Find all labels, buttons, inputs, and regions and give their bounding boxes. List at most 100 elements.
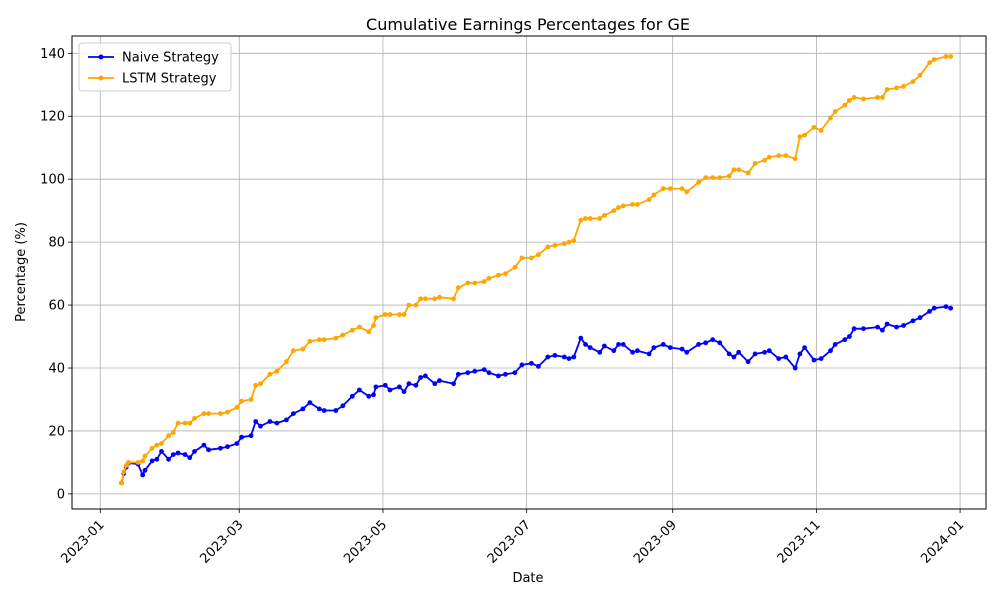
data-point-lstm bbox=[300, 346, 306, 352]
data-point-naive bbox=[206, 447, 212, 453]
data-point-naive bbox=[818, 356, 824, 361]
data-point-naive bbox=[166, 456, 172, 462]
data-point-lstm bbox=[884, 87, 890, 92]
data-point-lstm bbox=[258, 381, 263, 387]
data-point-naive bbox=[187, 455, 193, 461]
data-point-naive bbox=[357, 387, 362, 393]
data-point-lstm bbox=[503, 271, 508, 276]
data-point-lstm bbox=[159, 441, 164, 446]
data-point-naive bbox=[660, 342, 666, 347]
data-point-naive bbox=[406, 381, 412, 387]
data-point-naive bbox=[349, 393, 355, 399]
data-point-naive bbox=[811, 357, 817, 363]
data-point-lstm bbox=[406, 302, 412, 308]
data-point-naive bbox=[225, 444, 230, 450]
series-line-naive bbox=[120, 305, 951, 484]
legend: Naive Strategy LSTM Strategy bbox=[78, 42, 232, 92]
data-point-lstm bbox=[423, 296, 428, 302]
legend-marker-lstm bbox=[98, 75, 104, 81]
data-point-naive bbox=[602, 343, 607, 349]
data-point-lstm bbox=[274, 368, 280, 374]
data-point-naive bbox=[519, 362, 525, 368]
data-point-naive bbox=[832, 342, 838, 347]
data-point-lstm bbox=[225, 409, 230, 415]
data-point-naive bbox=[340, 403, 346, 409]
data-point-lstm bbox=[726, 173, 732, 179]
data-point-lstm bbox=[561, 241, 567, 247]
data-point-naive bbox=[300, 406, 306, 412]
data-point-lstm bbox=[762, 157, 767, 163]
data-point-naive bbox=[170, 452, 176, 457]
data-point-lstm bbox=[192, 416, 197, 421]
data-point-lstm bbox=[121, 469, 127, 475]
data-point-lstm bbox=[140, 458, 146, 464]
y-tick-label: 100 bbox=[40, 173, 65, 188]
data-point-naive bbox=[465, 370, 471, 376]
data-point-lstm bbox=[284, 359, 289, 365]
data-point-lstm bbox=[387, 312, 393, 317]
data-point-lstm bbox=[239, 398, 245, 404]
data-point-naive bbox=[611, 348, 617, 354]
data-point-lstm bbox=[465, 280, 471, 286]
data-point-naive bbox=[776, 356, 782, 361]
x-axis-title: Date bbox=[512, 571, 543, 586]
data-point-lstm bbox=[832, 109, 838, 114]
data-point-naive bbox=[316, 406, 322, 412]
chart-title: Cumulative Earnings Percentages for GE bbox=[366, 15, 690, 34]
data-point-naive bbox=[481, 367, 487, 372]
series-layer bbox=[119, 54, 954, 486]
data-point-lstm bbox=[397, 312, 402, 317]
data-point-lstm bbox=[201, 411, 207, 416]
data-point-lstm bbox=[597, 216, 603, 221]
data-point-lstm bbox=[571, 238, 577, 244]
data-point-lstm bbox=[910, 79, 916, 84]
data-point-lstm bbox=[206, 411, 212, 416]
data-point-naive bbox=[397, 384, 402, 390]
data-point-naive bbox=[401, 389, 407, 394]
data-point-naive bbox=[910, 318, 916, 324]
data-point-naive bbox=[333, 408, 339, 413]
data-point-lstm bbox=[927, 60, 932, 66]
data-point-lstm bbox=[651, 192, 657, 198]
data-point-naive bbox=[667, 345, 673, 350]
data-point-lstm bbox=[684, 189, 690, 195]
data-point-naive bbox=[234, 441, 240, 446]
data-point-naive bbox=[253, 419, 259, 424]
data-point-naive bbox=[901, 323, 906, 328]
data-point-naive bbox=[472, 368, 478, 374]
data-point-naive bbox=[552, 353, 558, 358]
data-point-naive bbox=[710, 337, 716, 343]
series-line-lstm bbox=[120, 55, 951, 484]
data-point-lstm bbox=[437, 294, 442, 300]
data-point-naive bbox=[418, 375, 423, 380]
data-point-naive bbox=[752, 351, 758, 357]
data-point-lstm bbox=[349, 327, 355, 333]
data-point-lstm bbox=[307, 338, 313, 344]
data-point-naive bbox=[503, 371, 508, 377]
y-tick-label: 60 bbox=[48, 299, 65, 314]
plot-frame bbox=[71, 35, 987, 510]
data-point-naive bbox=[291, 411, 296, 416]
data-point-naive bbox=[745, 359, 751, 365]
data-point-lstm bbox=[175, 420, 181, 426]
data-point-naive bbox=[703, 340, 709, 346]
data-point-lstm bbox=[451, 296, 456, 302]
legend-label-naive: Naive Strategy bbox=[122, 51, 219, 66]
data-point-lstm bbox=[455, 285, 461, 291]
data-point-naive bbox=[931, 305, 937, 311]
data-point-naive bbox=[620, 342, 626, 347]
data-point-lstm bbox=[418, 296, 423, 302]
data-point-naive bbox=[512, 370, 518, 376]
legend-marker-naive bbox=[98, 54, 104, 60]
data-point-lstm bbox=[234, 405, 240, 410]
data-point-naive bbox=[894, 324, 899, 330]
data-point-lstm bbox=[646, 197, 652, 203]
data-point-lstm bbox=[616, 205, 621, 210]
data-point-naive bbox=[366, 393, 372, 399]
data-point-lstm bbox=[333, 335, 339, 341]
data-point-naive bbox=[578, 335, 584, 341]
data-point-naive bbox=[496, 373, 501, 379]
data-point-naive bbox=[387, 387, 393, 393]
data-point-naive bbox=[142, 467, 148, 473]
data-point-naive bbox=[762, 349, 767, 355]
